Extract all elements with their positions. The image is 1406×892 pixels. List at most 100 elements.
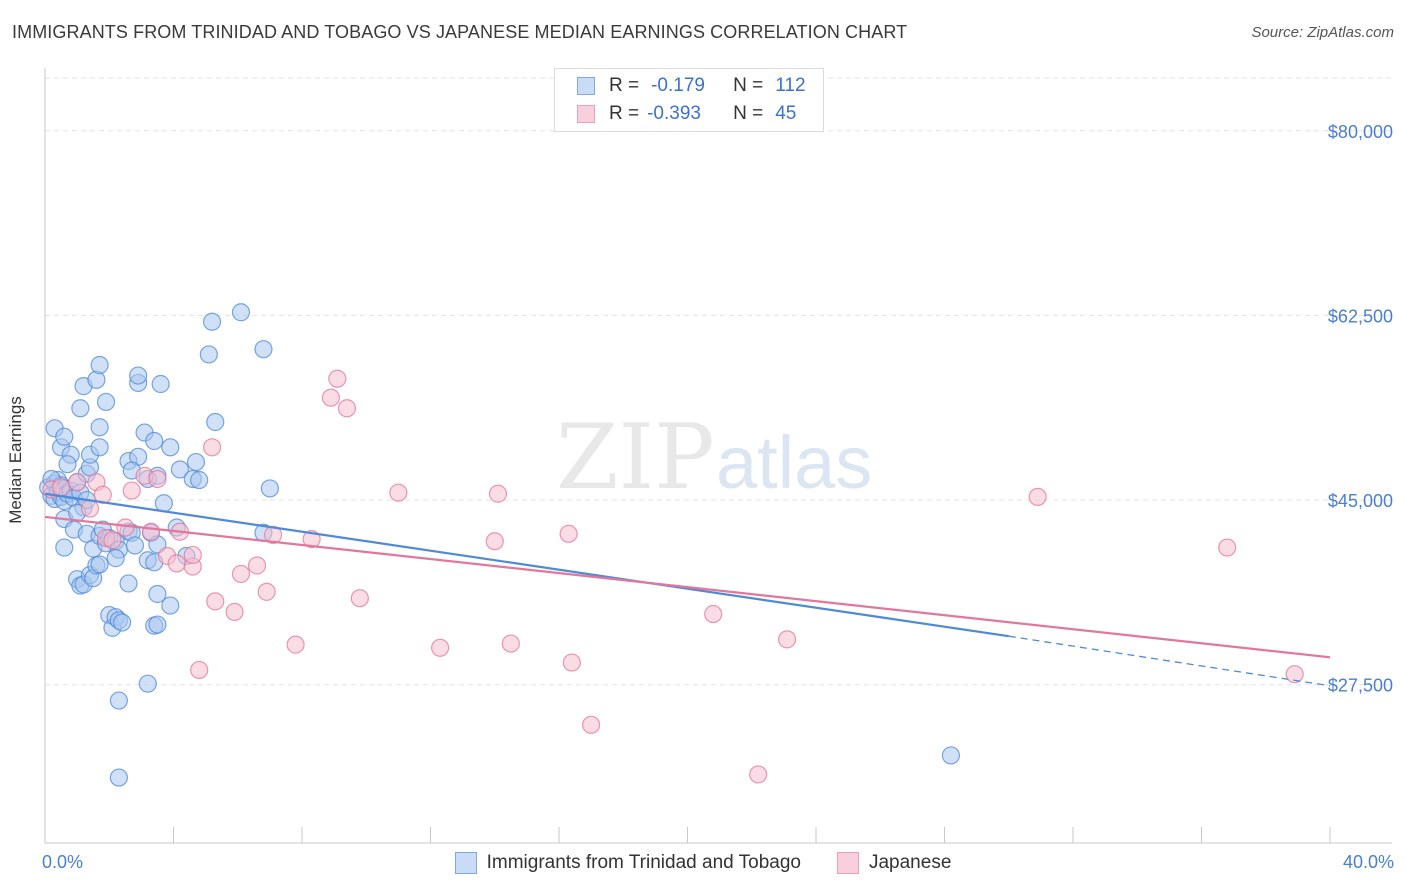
point-trinidad (109, 691, 128, 710)
point-trinidad (151, 374, 170, 394)
point-trinidad (55, 427, 74, 446)
point-japanese (389, 483, 408, 502)
point-trinidad (231, 303, 251, 322)
point-japanese (80, 499, 100, 518)
point-japanese (562, 653, 581, 672)
watermark-zip: ZIP (556, 405, 715, 510)
stats-row-japanese: R = -0.393 N = 45 (577, 101, 796, 127)
x-tick-label-min: 0.0% (42, 852, 84, 872)
x-tick-label-max: 40.0% (1342, 852, 1394, 872)
point-japanese (431, 638, 450, 657)
trend-lines (44, 492, 1331, 687)
point-trinidad (138, 674, 157, 693)
r-value: -0.179 (651, 75, 705, 96)
n-label: N = (733, 75, 764, 96)
point-trinidad (148, 584, 167, 604)
point-japanese (247, 556, 267, 575)
chart-title: IMMIGRANTS FROM TRINIDAD AND TOBAGO VS J… (12, 22, 908, 42)
point-japanese (704, 604, 723, 624)
point-japanese (1218, 538, 1237, 557)
point-trinidad (90, 438, 109, 457)
legend-label-trinidad: Immigrants from Trinidad and Tobago (486, 852, 801, 873)
point-japanese (1028, 487, 1047, 507)
point-trinidad (129, 366, 148, 385)
point-trinidad (186, 452, 206, 472)
point-japanese (190, 660, 209, 680)
y-tick-label: $62,500 (1328, 306, 1393, 326)
point-japanese (286, 635, 305, 654)
n-value: 112 (775, 75, 806, 96)
legend-swatch-trinidad (454, 852, 477, 874)
point-japanese (321, 388, 341, 407)
trend-line-japanese (44, 515, 1331, 659)
series-legend: Immigrants from Trinidad and Tobago Japa… (0, 852, 1406, 874)
r-label: R = (609, 103, 640, 124)
point-japanese (122, 481, 141, 500)
legend-item-trinidad[interactable]: Immigrants from Trinidad and Tobago (454, 852, 801, 874)
watermark-atlas: atlas (716, 421, 872, 504)
point-japanese (1285, 665, 1304, 684)
n-label: N = (733, 103, 764, 124)
y-axis-label: Median Earnings (6, 396, 25, 524)
point-trinidad (148, 615, 167, 634)
point-japanese (328, 369, 347, 388)
legend-label-japanese: Japanese (868, 852, 952, 873)
point-trinidad (109, 768, 128, 787)
stats-row-trinidad: R = -0.179 N = 112 (577, 73, 806, 99)
point-japanese (488, 484, 508, 503)
legend-swatch-japanese (836, 852, 859, 874)
point-japanese (148, 469, 167, 489)
stats-legend: R = -0.179 N = 112 R = -0.393 N = 45 (554, 68, 824, 132)
point-trinidad (96, 392, 116, 412)
point-trinidad (190, 470, 209, 490)
point-trinidad (206, 412, 225, 432)
trend-extension-trinidad (1008, 635, 1331, 687)
y-tick-label: $80,000 (1328, 122, 1393, 142)
point-japanese (501, 634, 520, 653)
point-japanese (350, 589, 369, 608)
point-trinidad (90, 355, 109, 375)
point-trinidad (125, 536, 145, 555)
point-japanese (225, 602, 244, 622)
point-japanese (68, 473, 87, 492)
point-japanese (582, 715, 601, 734)
stats-swatch-japanese (577, 105, 595, 123)
point-japanese (749, 765, 768, 784)
point-trinidad (55, 538, 74, 557)
point-japanese (183, 545, 202, 565)
point-japanese (51, 478, 71, 497)
point-japanese (337, 399, 357, 418)
y-tick-label: $27,500 (1328, 676, 1393, 696)
point-japanese (167, 554, 186, 573)
point-trinidad (145, 431, 164, 451)
point-japanese (777, 630, 797, 649)
point-trinidad (254, 340, 273, 359)
point-japanese (103, 531, 122, 550)
point-japanese (485, 532, 504, 551)
n-value: 45 (775, 103, 797, 124)
legend-item-japanese[interactable]: Japanese (836, 852, 952, 874)
point-japanese (257, 582, 276, 601)
point-japanese (559, 524, 578, 543)
point-japanese (231, 564, 251, 584)
source-note: Source: ZipAtlas.com (1251, 24, 1394, 41)
point-trinidad (260, 479, 279, 498)
point-trinidad (58, 455, 77, 474)
point-trinidad (71, 399, 90, 418)
point-trinidad (90, 555, 109, 574)
point-trinidad (161, 596, 180, 615)
point-trinidad (154, 494, 173, 513)
point-trinidad (90, 418, 109, 437)
point-trinidad (941, 746, 961, 765)
point-japanese (116, 518, 135, 537)
point-trinidad (199, 345, 218, 364)
point-trinidad (112, 613, 132, 632)
point-trinidad (161, 438, 180, 457)
trend-line-trinidad (44, 492, 1009, 638)
point-trinidad (87, 370, 106, 389)
r-label: R = (609, 75, 640, 96)
y-tick-labels: $27,500 $45,000 $62,500 $80,000 (1328, 122, 1393, 696)
point-trinidad (202, 312, 222, 331)
point-japanese (141, 522, 161, 541)
